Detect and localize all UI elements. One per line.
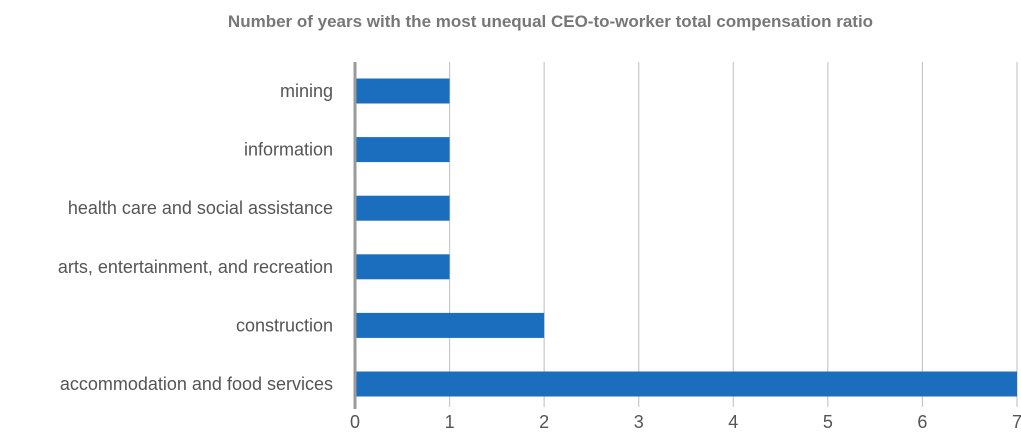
category-label: information [244, 140, 333, 160]
bars [355, 78, 1017, 397]
bar-1 [355, 78, 450, 104]
x-tick-label: 3 [634, 412, 644, 432]
x-tick-label: 2 [539, 412, 549, 432]
x-tick-label: 7 [1012, 412, 1021, 432]
x-tick-label: 5 [823, 412, 833, 432]
bar-4 [355, 254, 450, 280]
x-tick-label: 4 [728, 412, 738, 432]
category-label: mining [280, 81, 333, 101]
chart-title: Number of years with the most unequal CE… [227, 12, 874, 31]
category-labels: mining information health care and social … [58, 81, 333, 394]
x-tick-label: 0 [350, 412, 360, 432]
x-tick-label: 1 [445, 412, 455, 432]
grid-lines [448, 62, 1018, 407]
bar-3 [355, 195, 450, 221]
category-label: arts, entertainment, and recreation [58, 257, 333, 277]
bar-5 [355, 312, 545, 338]
category-label: construction [236, 315, 333, 335]
category-label: accommodation and food services [60, 374, 333, 394]
category-label: health care and social assistance [68, 198, 333, 218]
bar-2 [355, 137, 450, 163]
x-tick-labels: 0 1 2 3 4 5 6 7 [350, 412, 1021, 432]
bar-6 [355, 371, 1017, 397]
x-tick-label: 6 [917, 412, 927, 432]
